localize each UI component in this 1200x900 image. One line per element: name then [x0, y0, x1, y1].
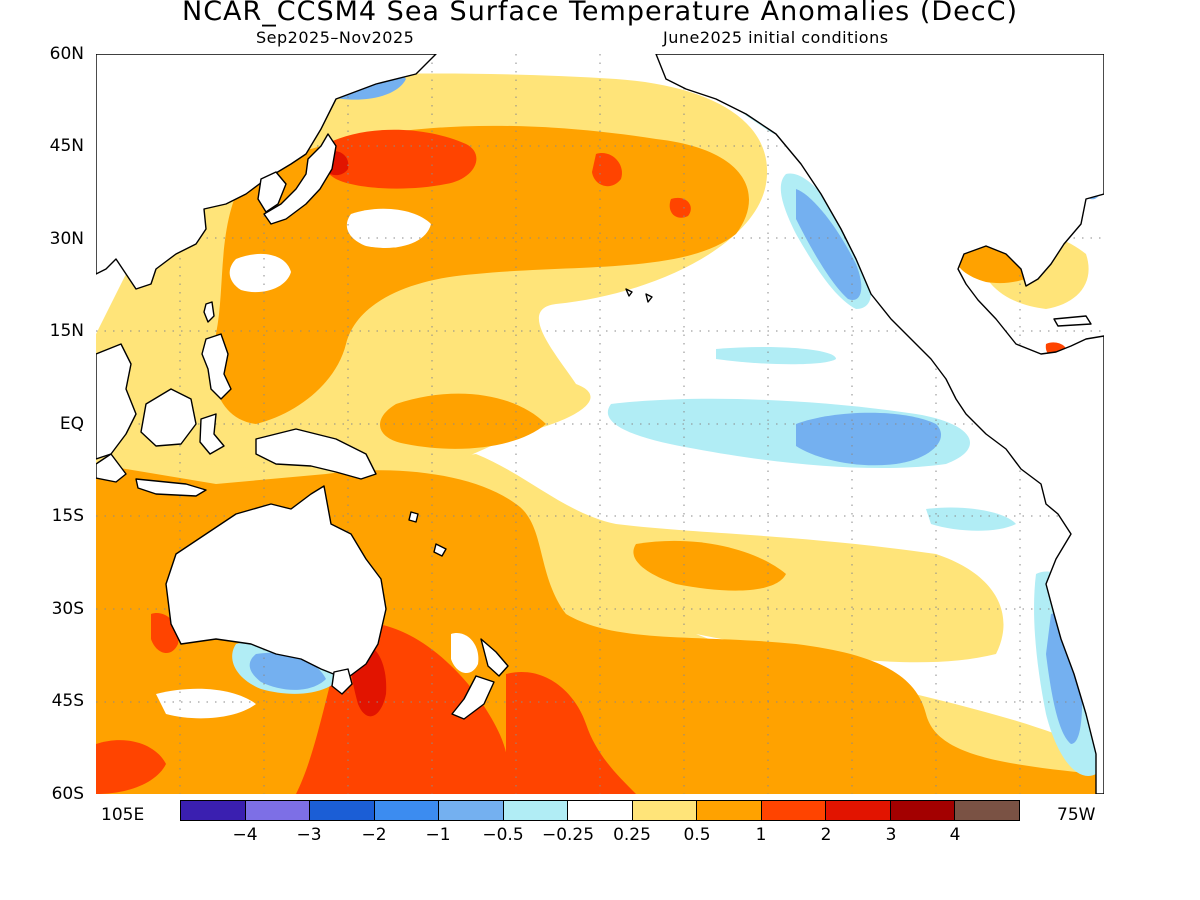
colorbar-label: 1	[755, 825, 767, 845]
lon-label-105e: 105E	[101, 805, 145, 825]
colorbar-swatch	[503, 801, 569, 820]
colorbar-swatch	[568, 801, 633, 820]
colorbar-swatch	[761, 801, 827, 820]
colorbar-label: 2	[820, 825, 832, 845]
lat-label-30s: 30S	[51, 599, 84, 619]
lat-label-15n: 15N	[49, 321, 84, 341]
colorbar-label: 3	[885, 825, 897, 845]
colorbar-swatch	[955, 801, 1019, 820]
lat-label-60n: 60N	[49, 44, 84, 64]
colorbar-label: 0.5	[683, 825, 711, 845]
colorbar-label: −1	[425, 825, 451, 845]
lat-label-60s: 60S	[51, 784, 84, 804]
colorbar-label: −0.25	[541, 825, 595, 845]
colorbar-swatch	[439, 801, 504, 820]
map-title: NCAR_CCSM4 Sea Surface Temperature Anoma…	[182, 0, 1018, 27]
colorbar-swatch	[374, 801, 440, 820]
colorbar-swatch	[632, 801, 698, 820]
lat-label-45n: 45N	[49, 136, 84, 156]
colorbar-swatch	[890, 801, 956, 820]
colorbar	[180, 800, 1020, 821]
lon-label-75w: 75W	[1057, 805, 1096, 825]
colorbar-label: −0.5	[482, 825, 524, 845]
lat-label-eq: EQ	[59, 414, 84, 434]
colorbar-label: −2	[361, 825, 387, 845]
colorbar-swatch	[826, 801, 891, 820]
lat-label-45s: 45S	[51, 691, 84, 711]
colorbar-label: 4	[949, 825, 961, 845]
colorbar-swatch	[245, 801, 311, 820]
initial-conditions: June2025 initial conditions	[663, 28, 889, 47]
colorbar-swatch	[697, 801, 762, 820]
forecast-period: Sep2025–Nov2025	[256, 28, 415, 47]
colorbar-label: 0.25	[613, 825, 651, 845]
continent-outlines	[96, 54, 1104, 794]
lat-label-15s: 15S	[51, 506, 84, 526]
colorbar-swatch	[181, 801, 246, 820]
colorbar-label: −3	[296, 825, 322, 845]
lat-label-30n: 30N	[49, 229, 84, 249]
colorbar-swatch	[310, 801, 375, 820]
sst-anomaly-map	[96, 54, 1104, 794]
colorbar-label: −4	[232, 825, 258, 845]
